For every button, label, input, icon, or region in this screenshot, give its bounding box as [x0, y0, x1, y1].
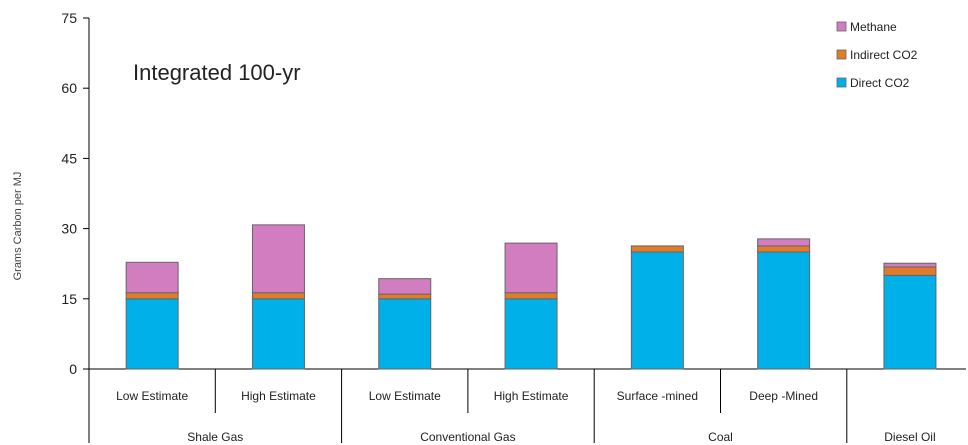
bars-layer [125, 224, 937, 370]
axes-layer [83, 17, 966, 443]
bar-segment-methane [883, 262, 937, 268]
bar-segment-direct-co2 [504, 298, 558, 370]
bar-segment-methane [757, 238, 811, 247]
group-label: Conventional Gas [420, 430, 515, 444]
bar-segment-indirect-co2 [504, 292, 558, 300]
bar-segment-direct-co2 [125, 298, 179, 370]
bar-segment-methane [125, 261, 179, 294]
bar-segment-indirect-co2 [630, 245, 684, 253]
category-label: Low Estimate [116, 389, 188, 403]
y-tick-label: 75 [61, 10, 77, 26]
y-tick-label: 60 [61, 80, 77, 96]
category-label: Deep -Mined [749, 389, 818, 403]
category-label: High Estimate [494, 389, 569, 403]
bar-segment-indirect-co2 [378, 293, 432, 300]
y-tick-label: 0 [69, 361, 77, 377]
bar-segment-direct-co2 [757, 251, 811, 370]
legend-swatch [836, 77, 847, 88]
legend-swatch [836, 21, 847, 32]
bar-segment-methane [378, 278, 432, 295]
y-tick-label: 30 [61, 221, 77, 237]
bar-segment-direct-co2 [251, 298, 305, 370]
bar-segment-direct-co2 [630, 251, 684, 370]
group-label: Coal [708, 430, 733, 444]
bar-segment-indirect-co2 [125, 292, 179, 300]
bar-segment-indirect-co2 [757, 245, 811, 253]
legend-label: Indirect CO2 [850, 48, 918, 62]
bar-segment-indirect-co2 [883, 266, 937, 276]
group-label: Diesel Oil [884, 430, 935, 444]
labels-layer: 0 15 30 45 60 75 Low Estimate High Estimate Low … [61, 10, 935, 444]
y-tick-label: 45 [61, 150, 77, 166]
y-tick-label: 15 [61, 291, 77, 307]
legend-label: Direct CO2 [850, 76, 910, 90]
y-axis-title: Grams Carbon per MJ [12, 172, 24, 281]
category-label: High Estimate [241, 389, 316, 403]
bar-segment-methane [251, 224, 305, 294]
bar-segment-direct-co2 [883, 274, 937, 370]
legend: Methane Indirect CO2 Direct CO2 [836, 20, 918, 90]
legend-swatch [836, 49, 847, 60]
chart-annotation: Integrated 100-yr [133, 60, 301, 85]
legend-label: Methane [850, 20, 897, 34]
category-label: Surface -mined [617, 389, 698, 403]
bar-segment-direct-co2 [378, 298, 432, 370]
bar-segment-indirect-co2 [251, 292, 305, 300]
category-label: Low Estimate [369, 389, 441, 403]
bar-segment-methane [504, 242, 558, 294]
group-label: Shale Gas [187, 430, 243, 444]
